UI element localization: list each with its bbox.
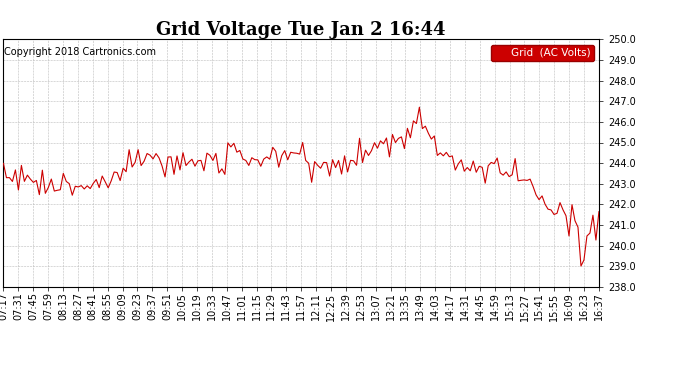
Text: Copyright 2018 Cartronics.com: Copyright 2018 Cartronics.com: [4, 47, 156, 57]
Legend: Grid  (AC Volts): Grid (AC Volts): [491, 45, 593, 61]
Title: Grid Voltage Tue Jan 2 16:44: Grid Voltage Tue Jan 2 16:44: [157, 21, 446, 39]
